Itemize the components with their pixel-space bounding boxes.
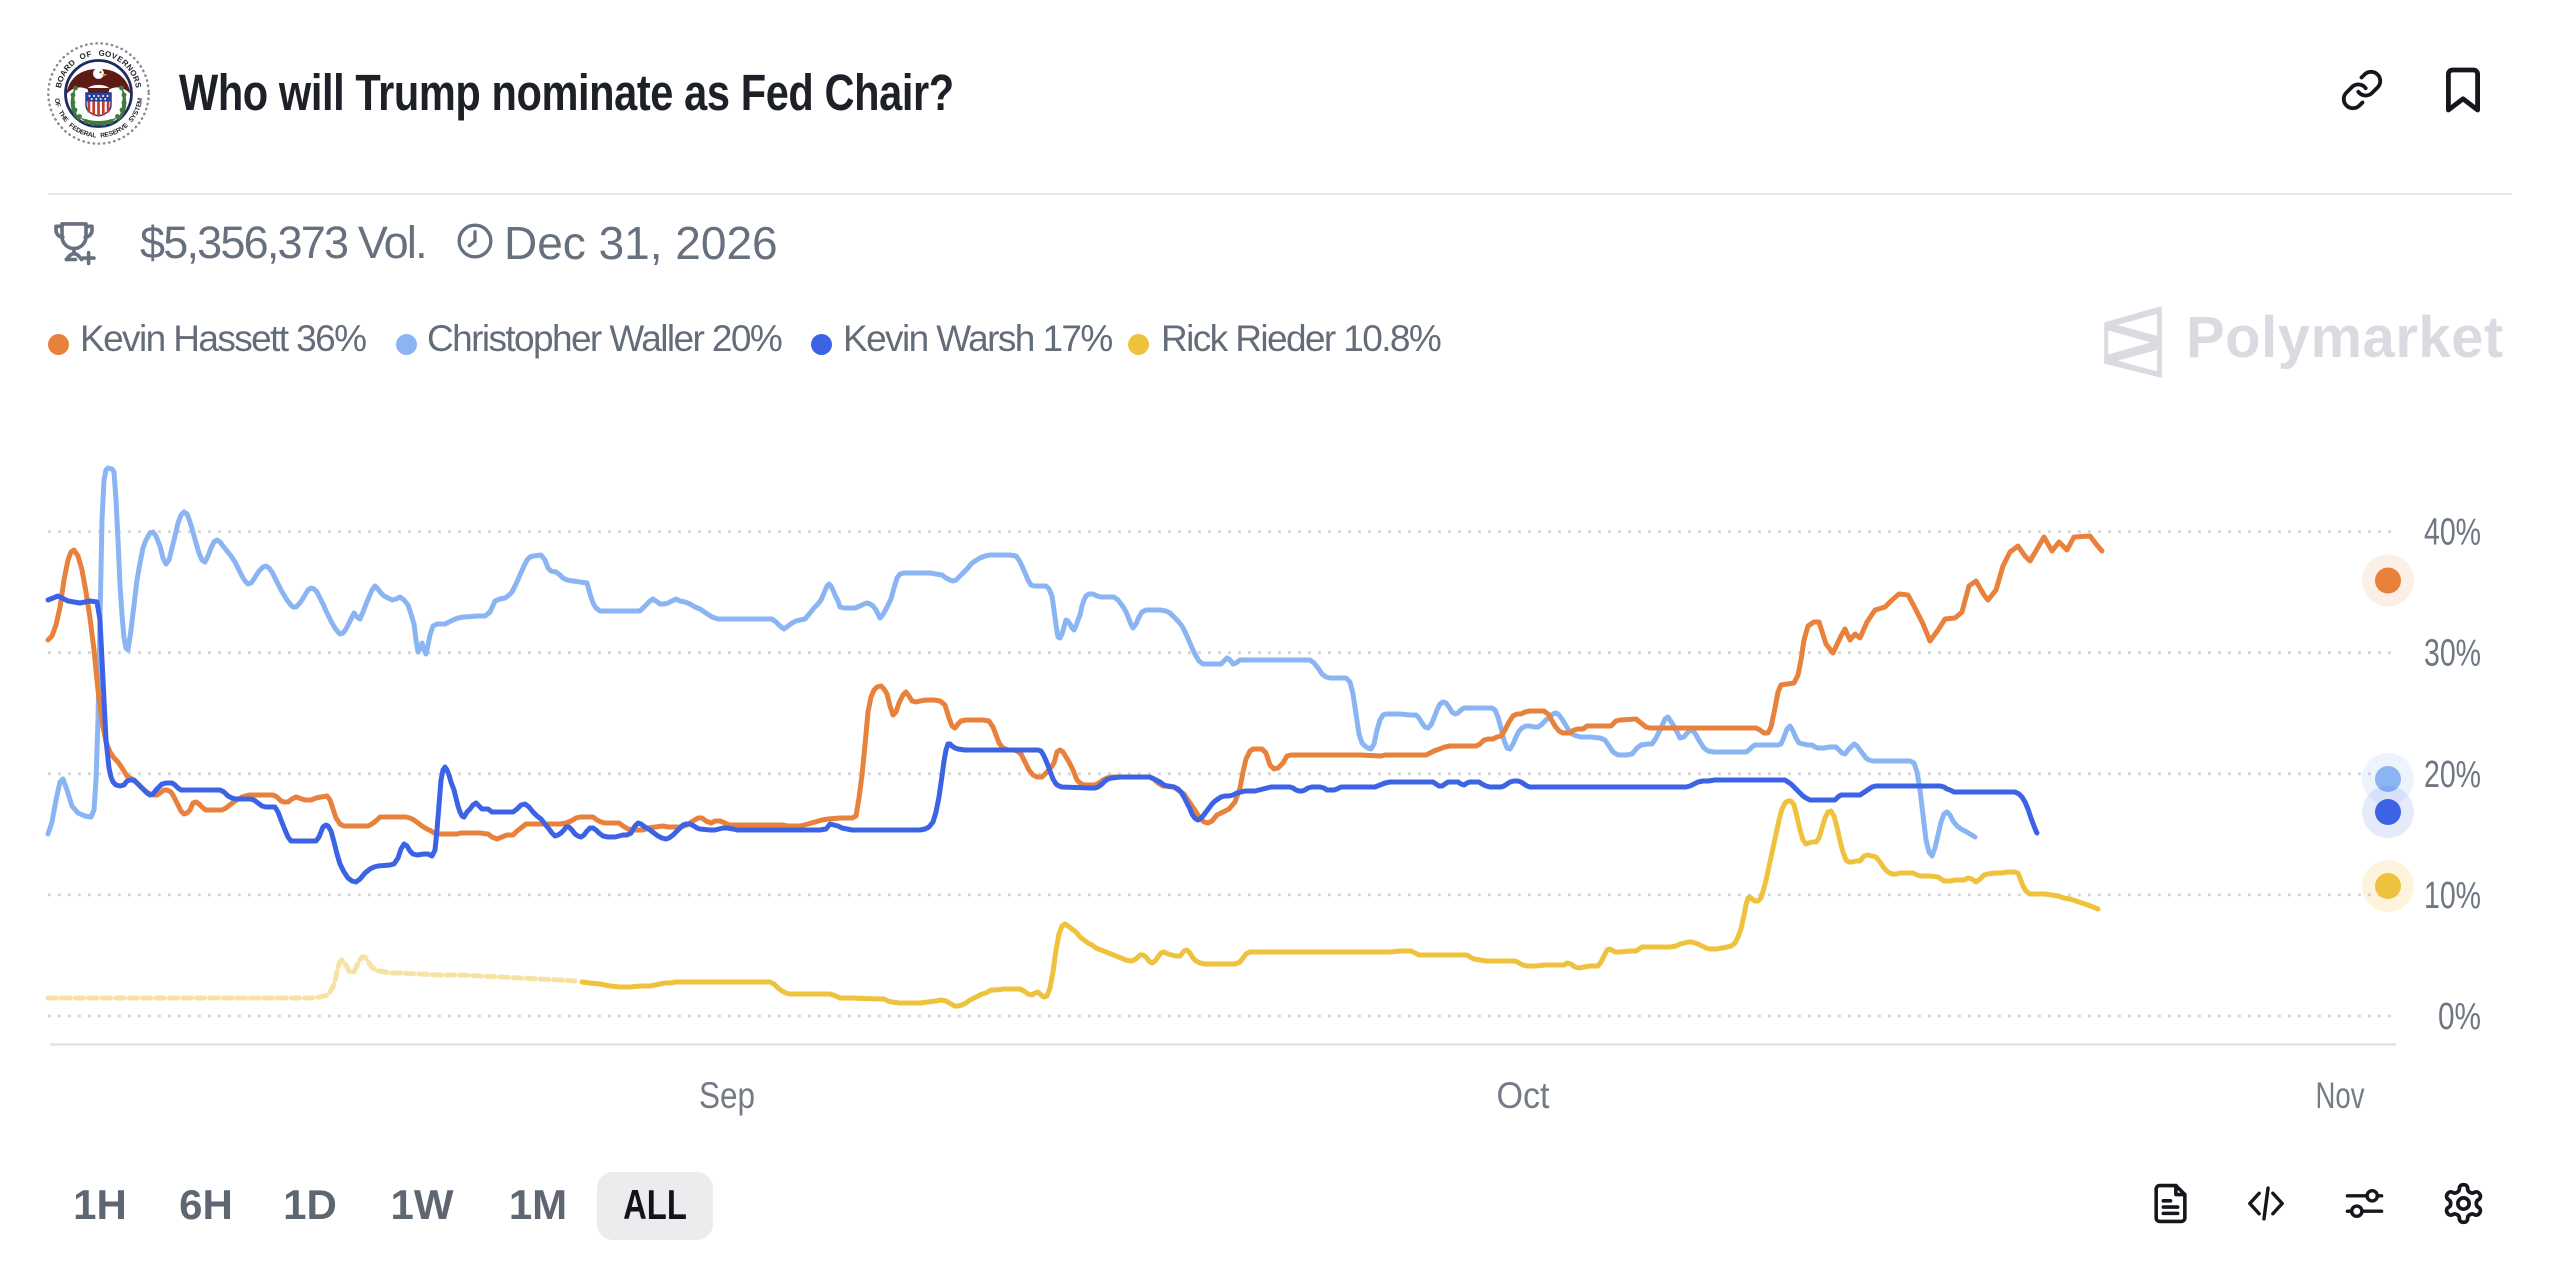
svg-text:40%: 40% [2424,512,2481,554]
svg-text:O: O [53,98,61,104]
svg-text:T: T [57,110,65,117]
svg-text:E: E [79,129,86,137]
svg-text:L: L [92,132,97,139]
svg-text:Y: Y [130,112,139,120]
svg-text:D: D [67,58,77,69]
svg-text:30%: 30% [2424,633,2481,675]
svg-text:S: S [133,82,143,90]
svg-text:F: F [85,49,92,59]
svg-text:R: R [120,58,130,69]
svg-text:S: S [132,109,141,117]
svg-text:B: B [54,81,64,89]
svg-text:E: E [115,54,125,65]
svg-text:10%: 10% [2424,875,2481,917]
svg-text:E: E [104,131,110,139]
svg-text:Nov: Nov [2316,1075,2365,1116]
svg-text:S: S [128,116,137,124]
svg-text:E: E [122,122,130,131]
svg-text:R: R [131,75,142,84]
svg-text:V: V [119,124,127,133]
svg-text:0%: 0% [2438,996,2481,1038]
svg-text:20%: 20% [2424,754,2481,796]
svg-text:T: T [134,106,142,112]
svg-text:R: R [100,132,106,139]
svg-text:F: F [54,102,62,108]
svg-text:M: M [136,97,144,104]
svg-text:O: O [104,49,112,59]
svg-text:E: E [112,128,119,136]
svg-text:A: A [87,131,93,139]
svg-text:V: V [110,51,119,62]
svg-text:D: D [74,127,82,136]
svg-text:E: E [135,101,143,108]
svg-text:H: H [59,113,68,121]
svg-text:Oct: Oct [1497,1075,1551,1116]
svg-text:G: G [98,49,105,58]
svg-text:S: S [108,130,115,138]
svg-text:F: F [67,122,75,130]
svg-text:R: R [83,130,90,138]
svg-text:N: N [124,63,135,73]
svg-text:O: O [56,74,67,83]
svg-text:A: A [58,68,69,78]
svg-text:O: O [78,51,87,62]
svg-text:R: R [62,63,73,73]
svg-text:E: E [61,116,70,124]
svg-text:R: R [115,126,123,135]
svg-text:Sep: Sep [699,1075,755,1116]
svg-text:O: O [128,68,139,78]
svg-text:E: E [71,125,79,134]
